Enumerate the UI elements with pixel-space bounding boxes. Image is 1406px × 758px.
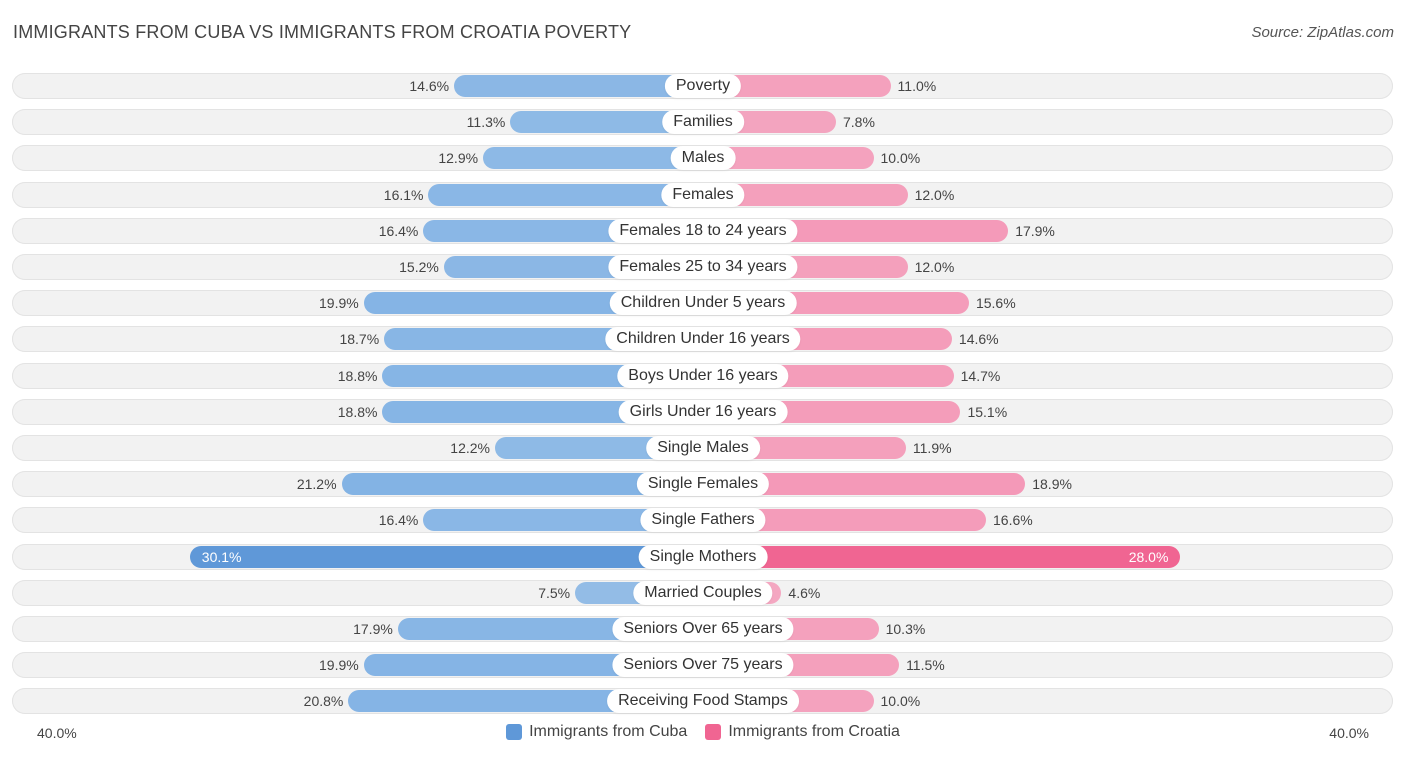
value-label-croatia-single-females: 18.9%	[1032, 476, 1072, 493]
value-label-cuba-seniors-over-65-years: 17.9%	[353, 621, 393, 637]
bar-croatia-females[interactable]	[703, 183, 908, 206]
value-label-croatia-seniors-over-65-years: 10.3%	[885, 621, 926, 637]
category-label-seniors-over-75-years: Seniors Over 75 years	[612, 653, 794, 678]
value-label-cuba-children-under-16-years: 18.7%	[339, 331, 380, 348]
value-label-croatia-children-under-5-years: 15.6%	[975, 295, 1016, 312]
value-label-croatia-females-25-to-34-years: 12.0%	[914, 259, 955, 275]
bar-cuba-males[interactable]	[483, 147, 703, 170]
category-label-girls-under-16-years: Girls Under 16 years	[618, 399, 788, 424]
value-label-cuba-girls-under-16-years: 18.8%	[337, 403, 378, 420]
value-label-croatia-single-mothers: 28.0%	[1128, 548, 1169, 565]
bar-croatia-single-females[interactable]	[703, 473, 1026, 496]
category-label-children-under-16-years: Children Under 16 years	[605, 327, 801, 352]
bar-cuba-single-fathers[interactable]	[423, 509, 703, 532]
category-label-single-females: Single Females	[636, 472, 770, 497]
legend-swatch-croatia	[705, 724, 722, 740]
value-label-cuba-single-mothers: 30.1%	[201, 548, 242, 565]
value-label-croatia-families: 7.8%	[842, 114, 875, 131]
bar-croatia-single-mothers[interactable]	[703, 545, 1181, 568]
category-label-poverty: Poverty	[664, 74, 742, 98]
value-label-croatia-single-males: 11.9%	[912, 440, 952, 456]
category-label-single-males: Single Males	[646, 436, 760, 460]
bar-cuba-poverty[interactable]	[454, 75, 703, 97]
value-label-cuba-single-females: 21.2%	[296, 476, 337, 493]
legend-label-croatia: Immigrants from Croatia	[728, 723, 900, 740]
value-label-cuba-receiving-food-stamps: 20.8%	[303, 693, 344, 710]
category-label-married-couples: Married Couples	[633, 580, 773, 605]
category-label-single-mothers: Single Mothers	[638, 544, 768, 569]
chart-title: IMMIGRANTS FROM CUBA VS IMMIGRANTS FROM …	[13, 22, 632, 42]
value-label-cuba-females-25-to-34-years: 15.2%	[399, 259, 439, 275]
value-label-cuba-poverty: 14.6%	[409, 78, 450, 94]
bar-croatia-males[interactable]	[703, 147, 874, 170]
axis-right-label: 40.0%	[1329, 725, 1369, 741]
value-label-cuba-married-couples: 7.5%	[538, 584, 571, 601]
value-label-cuba-boys-under-16-years: 18.8%	[337, 367, 378, 384]
category-label-males: Males	[670, 146, 736, 171]
legend-item-cuba[interactable]: Immigrants from Cuba	[506, 723, 687, 741]
legend-swatch-cuba	[506, 724, 523, 740]
bar-cuba-single-females[interactable]	[341, 473, 703, 496]
category-label-families: Families	[662, 110, 744, 135]
axis-left-label: 40.0%	[37, 725, 77, 741]
value-label-croatia-boys-under-16-years: 14.7%	[960, 367, 1001, 384]
value-label-croatia-females: 12.0%	[914, 186, 955, 203]
bar-cuba-females[interactable]	[428, 183, 703, 206]
value-label-cuba-single-fathers: 16.4%	[378, 512, 419, 529]
category-label-females: Females	[661, 182, 745, 207]
category-label-children-under-5-years: Children Under 5 years	[609, 291, 797, 316]
legend: Immigrants from Cuba Immigrants from Cro…	[0, 723, 1406, 741]
category-label-seniors-over-65-years: Seniors Over 65 years	[612, 617, 794, 641]
value-label-croatia-poverty: 11.0%	[897, 78, 937, 94]
value-label-cuba-families: 11.3%	[466, 114, 506, 131]
category-label-receiving-food-stamps: Receiving Food Stamps	[607, 689, 799, 714]
value-label-cuba-females-18-to-24-years: 16.4%	[378, 222, 419, 239]
value-label-croatia-receiving-food-stamps: 10.0%	[880, 693, 921, 710]
value-label-cuba-children-under-5-years: 19.9%	[319, 295, 359, 312]
value-label-croatia-single-fathers: 16.6%	[993, 512, 1033, 529]
value-label-cuba-single-males: 12.2%	[450, 440, 490, 456]
value-label-croatia-females-18-to-24-years: 17.9%	[1015, 222, 1055, 239]
value-label-croatia-seniors-over-75-years: 11.5%	[906, 657, 945, 674]
value-label-croatia-married-couples: 4.6%	[788, 584, 821, 601]
value-label-croatia-girls-under-16-years: 15.1%	[967, 403, 1008, 420]
category-label-females-25-to-34-years: Females 25 to 34 years	[608, 255, 798, 279]
value-label-cuba-males: 12.9%	[438, 150, 479, 167]
value-label-croatia-males: 10.0%	[880, 150, 921, 167]
category-label-single-fathers: Single Fathers	[640, 508, 766, 533]
bar-croatia-single-fathers[interactable]	[703, 509, 987, 532]
bar-cuba-single-mothers[interactable]	[189, 545, 703, 568]
value-label-cuba-females: 16.1%	[383, 186, 424, 203]
legend-label-cuba: Immigrants from Cuba	[529, 723, 688, 740]
category-label-boys-under-16-years: Boys Under 16 years	[617, 363, 789, 388]
value-label-croatia-children-under-16-years: 14.6%	[958, 331, 999, 348]
value-label-cuba-seniors-over-75-years: 19.9%	[319, 657, 359, 674]
legend-item-croatia[interactable]: Immigrants from Croatia	[705, 723, 900, 741]
category-label-females-18-to-24-years: Females 18 to 24 years	[608, 218, 798, 243]
bar-cuba-families[interactable]	[510, 111, 703, 134]
source-note: Source: ZipAtlas.com	[1251, 24, 1394, 41]
bar-croatia-poverty[interactable]	[703, 75, 891, 97]
